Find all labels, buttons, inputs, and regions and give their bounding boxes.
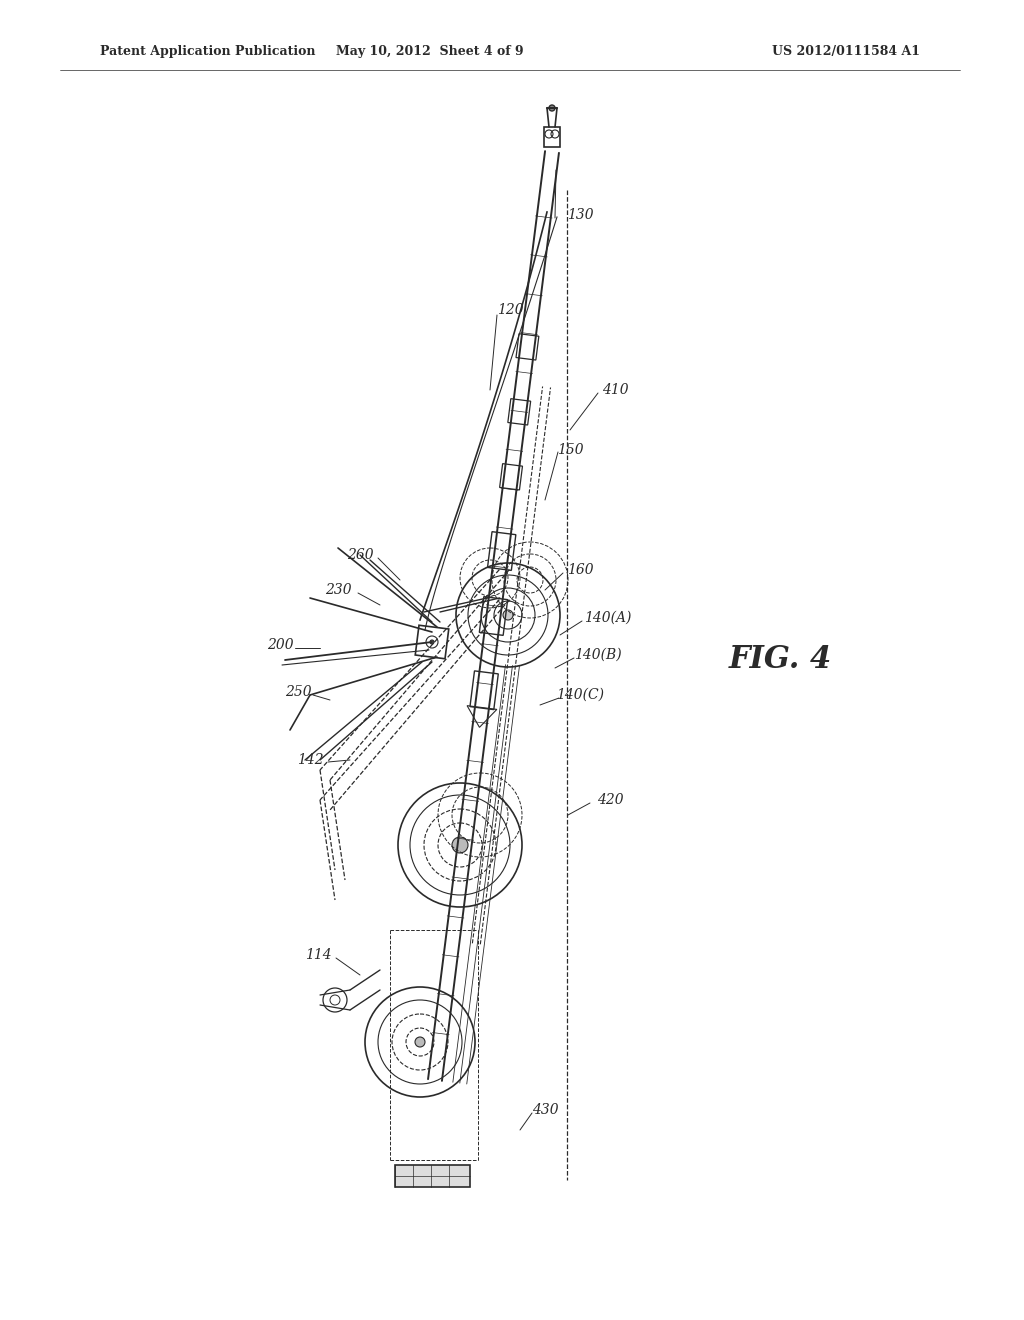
Text: 150: 150 xyxy=(557,444,584,457)
Circle shape xyxy=(430,640,434,644)
Text: 250: 250 xyxy=(285,685,311,700)
Polygon shape xyxy=(500,463,522,490)
Text: 140(C): 140(C) xyxy=(556,688,604,702)
Text: 142: 142 xyxy=(297,752,324,767)
Text: 430: 430 xyxy=(531,1104,558,1117)
Polygon shape xyxy=(508,399,530,425)
Text: FIG. 4: FIG. 4 xyxy=(728,644,831,676)
Text: 420: 420 xyxy=(597,793,624,807)
Polygon shape xyxy=(395,1166,470,1187)
Text: 120: 120 xyxy=(497,304,523,317)
Text: 130: 130 xyxy=(566,209,593,222)
Text: 260: 260 xyxy=(347,548,374,562)
Circle shape xyxy=(549,106,555,111)
Text: 140(B): 140(B) xyxy=(574,648,622,663)
Text: Patent Application Publication: Patent Application Publication xyxy=(100,45,315,58)
Circle shape xyxy=(503,610,513,620)
Text: May 10, 2012  Sheet 4 of 9: May 10, 2012 Sheet 4 of 9 xyxy=(336,45,524,58)
Text: US 2012/0111584 A1: US 2012/0111584 A1 xyxy=(772,45,920,58)
Text: 200: 200 xyxy=(266,638,293,652)
Text: 410: 410 xyxy=(602,383,629,397)
Circle shape xyxy=(452,837,468,853)
Circle shape xyxy=(415,1038,425,1047)
Text: 140(A): 140(A) xyxy=(585,611,632,624)
Text: 160: 160 xyxy=(566,564,593,577)
Text: 230: 230 xyxy=(325,583,351,597)
Polygon shape xyxy=(416,626,449,659)
Polygon shape xyxy=(516,334,539,360)
Text: 114: 114 xyxy=(305,948,332,962)
